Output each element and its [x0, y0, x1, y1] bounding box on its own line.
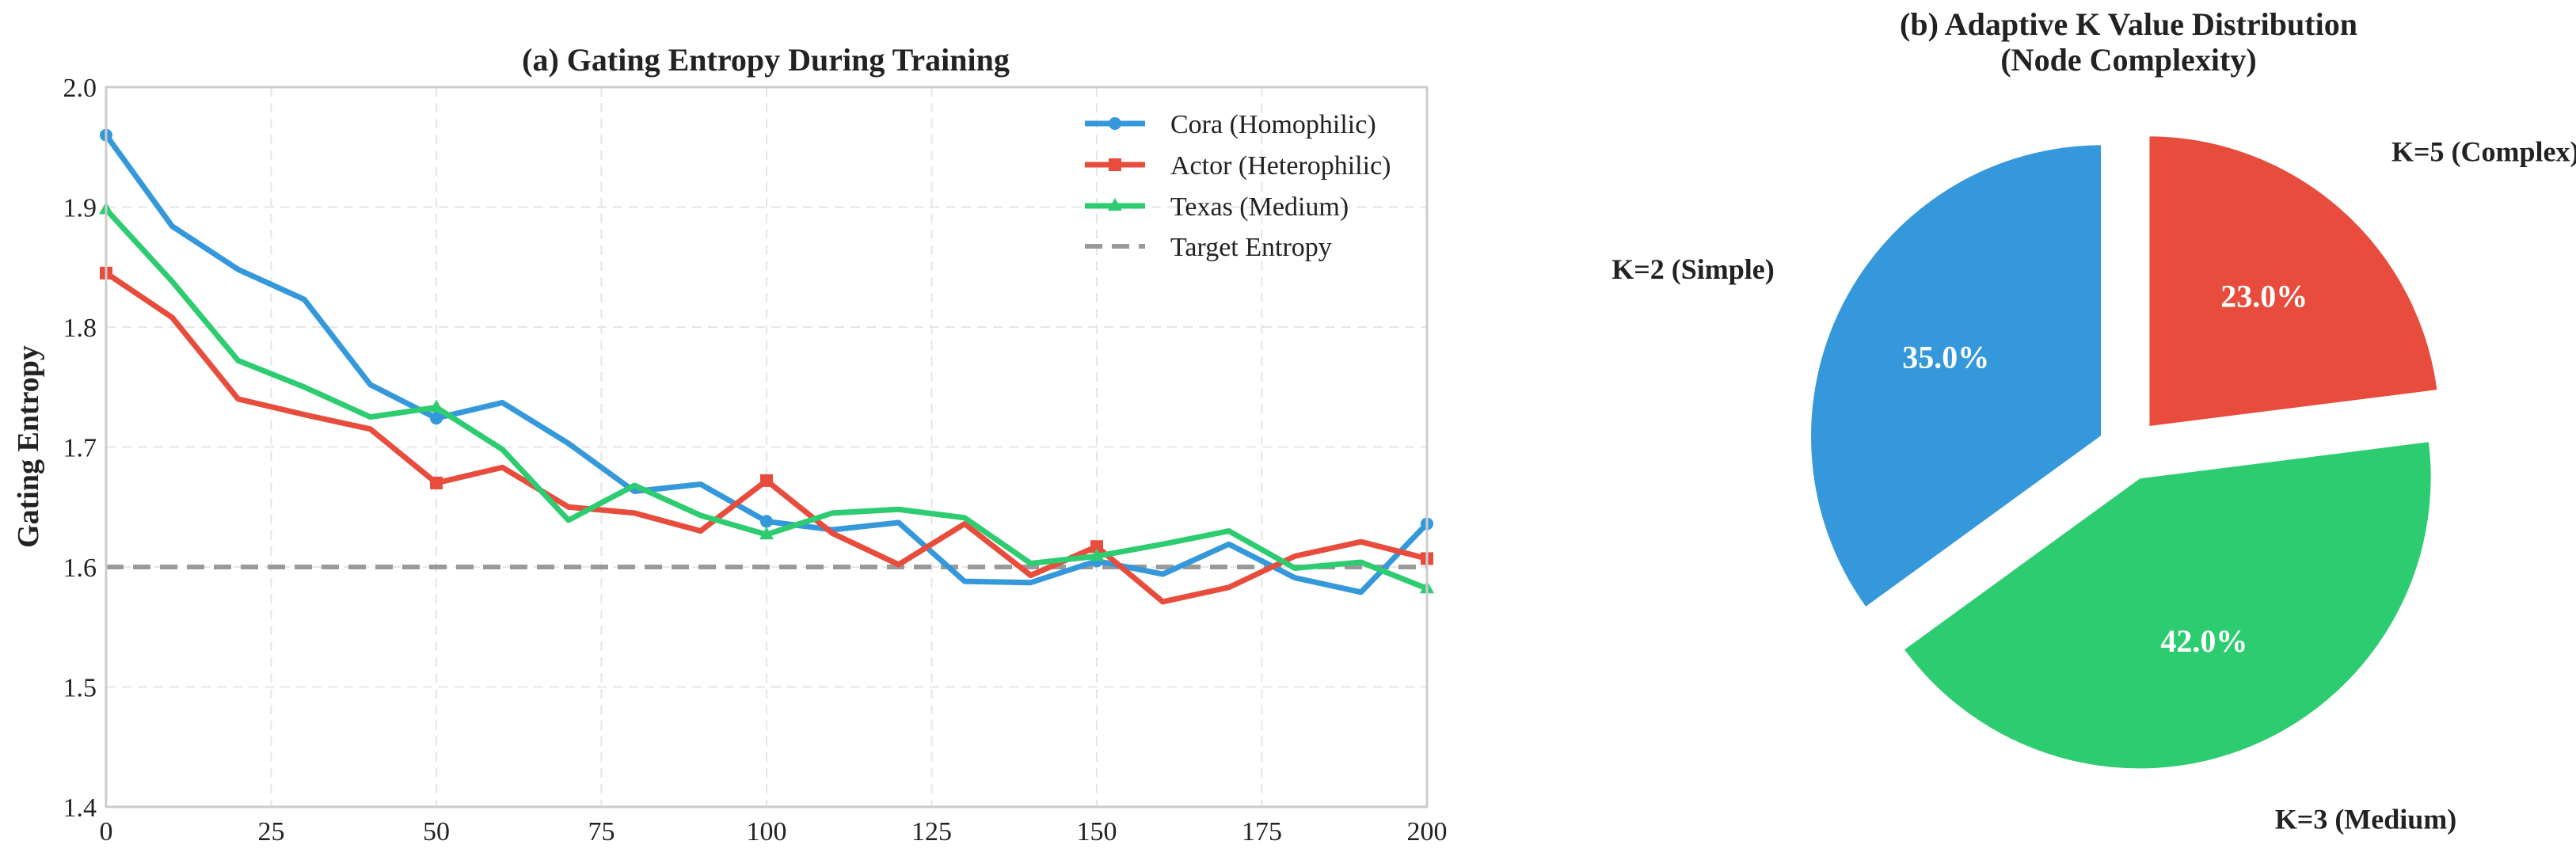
y-tick-label: 1.6 — [63, 554, 97, 583]
x-tick-label: 0 — [100, 817, 113, 846]
legend-marker-cora — [1109, 117, 1121, 130]
pie-slice — [2146, 133, 2441, 430]
legend-label-cora: Cora (Homophilic) — [1170, 110, 1376, 139]
y-tick-label: 1.9 — [63, 194, 97, 223]
data-point — [760, 515, 773, 528]
pie: 23.0% K=5 (Complex) 42.0% K=3 (Medium) 35.0%… — [1611, 133, 2576, 835]
plot-frame — [105, 86, 1429, 808]
legend-label-target: Target Entropy — [1170, 233, 1332, 262]
y-tick-label: 1.7 — [63, 434, 97, 463]
y-tick-label: 2.0 — [63, 74, 97, 103]
legend-marker-texas — [1108, 198, 1122, 211]
data-point — [429, 399, 443, 413]
pie-chart-title: (b) Adaptive K Value Distribution — [1900, 6, 2357, 42]
x-tick-label: 175 — [1242, 817, 1282, 846]
x-tick-label: 25 — [258, 817, 285, 846]
pie-percent-label: 23.0% — [2220, 279, 2308, 314]
pie-slice-group-1: 42.0% K=3 (Medium) — [1900, 438, 2456, 835]
line-chart-panel: (a) Gating Entropy During Training 0 25 50… — [12, 42, 1448, 846]
line-chart-title: (a) Gating Entropy During Training — [522, 42, 1010, 78]
x-tick-label: 125 — [911, 817, 952, 846]
data-point — [760, 474, 773, 487]
pie-chart-subtitle: (Node Complexity) — [2000, 42, 2256, 78]
pie-slice — [1808, 142, 2105, 611]
x-tick-label: 150 — [1077, 817, 1117, 846]
data-point — [1090, 548, 1104, 561]
legend-label-actor: Actor (Heterophilic) — [1170, 151, 1391, 181]
x-tick-label: 75 — [588, 817, 615, 846]
x-tick-labels: 0 25 50 75 100 125 150 175 200 — [100, 817, 1448, 846]
y-tick-label: 1.5 — [63, 674, 97, 703]
x-tick-label: 50 — [423, 817, 450, 846]
data-point — [759, 527, 774, 540]
series-1 — [100, 266, 1433, 605]
series-layer — [99, 128, 1434, 605]
y-tick-labels: 1.4 1.5 1.6 1.7 1.8 1.9 2.0 — [63, 74, 97, 823]
pie-percent-label: 35.0% — [1902, 339, 1989, 375]
pie-percent-label: 42.0% — [2160, 623, 2247, 659]
pie-chart-panel: (b) Adaptive K Value Distribution (Node … — [1611, 6, 2576, 835]
y-axis-label: Gating Entropy — [12, 345, 45, 548]
legend-item-cora: Cora (Homophilic) — [1085, 110, 1376, 139]
data-point — [430, 412, 443, 425]
y-tick-label: 1.8 — [63, 314, 97, 343]
series-0 — [100, 128, 1433, 595]
pie-slice-label: K=3 (Medium) — [2275, 804, 2456, 835]
data-point — [430, 476, 443, 489]
pie-slice-group-2: 35.0% K=2 (Simple) — [1611, 142, 2105, 611]
pie-slice — [1900, 438, 2434, 772]
legend-marker-actor — [1109, 158, 1121, 171]
data-point — [1090, 540, 1103, 554]
y-tick-label: 1.4 — [63, 793, 97, 823]
series-2 — [99, 201, 1434, 594]
x-tick-label: 100 — [747, 817, 787, 846]
legend-label-texas: Texas (Medium) — [1170, 192, 1349, 222]
legend-item-target-entropy: Target Entropy — [1085, 233, 1332, 262]
pie-slice-label: K=5 (Complex) — [2391, 135, 2576, 167]
legend: Cora (Homophilic) Actor (Heterophilic) T… — [1085, 110, 1391, 262]
legend-item-actor: Actor (Heterophilic) — [1085, 151, 1391, 181]
legend-item-texas: Texas (Medium) — [1085, 192, 1349, 222]
pie-slice-label: K=2 (Simple) — [1611, 253, 1775, 285]
x-tick-label: 200 — [1407, 817, 1448, 846]
pie-slice-group-0: 23.0% K=5 (Complex) — [2146, 133, 2576, 430]
